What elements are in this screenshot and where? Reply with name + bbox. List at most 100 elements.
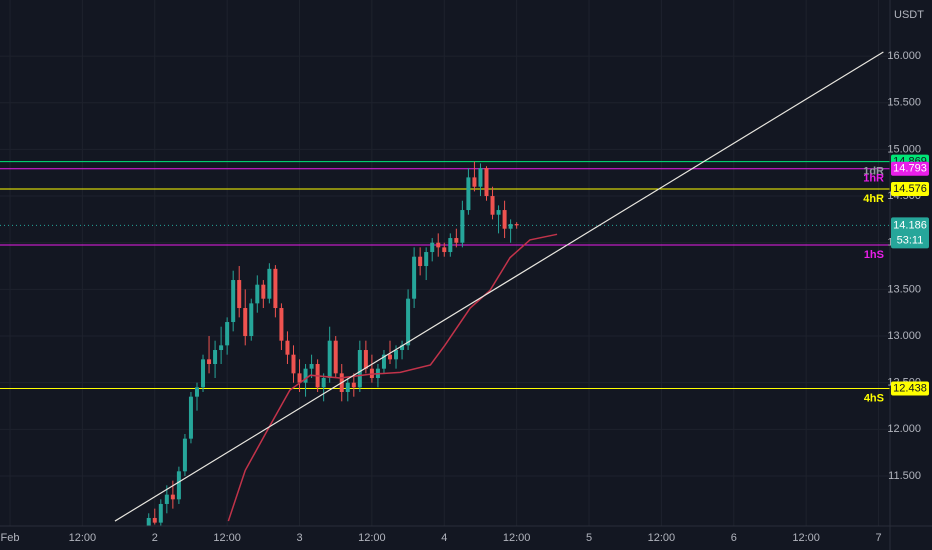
- candle-body: [237, 280, 242, 309]
- candle-body: [351, 382, 356, 388]
- level-badge: [891, 181, 929, 196]
- x-tick-label: 12:00: [648, 532, 676, 544]
- currency: USDT: [894, 9, 924, 21]
- last-price-badge: [891, 217, 929, 249]
- candle-body: [460, 210, 465, 243]
- candle-body: [333, 340, 338, 374]
- x-tick-label: 12:00: [69, 532, 97, 544]
- level-tag: 4hS: [864, 392, 884, 404]
- plot: [0, 51, 890, 526]
- candle-body: [508, 224, 513, 229]
- candle-body: [194, 387, 199, 397]
- candle-body: [406, 298, 411, 346]
- candle-body: [201, 359, 206, 388]
- candle-body: [400, 345, 405, 351]
- x-tick-label: 2: [152, 532, 158, 544]
- candle-body: [267, 268, 272, 299]
- candle-body: [478, 168, 483, 187]
- candle-body: [321, 378, 326, 388]
- candle-body: [273, 268, 278, 309]
- level-tag: 1hS: [864, 249, 884, 261]
- candle-body: [207, 359, 212, 365]
- candle-body: [514, 224, 519, 226]
- candle-body: [363, 350, 368, 369]
- y-tick-label: 16.000: [887, 50, 921, 62]
- x-tick-label: 7: [875, 532, 881, 544]
- candle-body: [369, 368, 374, 379]
- candle-body: [387, 354, 392, 360]
- level-tag: 4hR: [863, 193, 884, 205]
- candle-body: [255, 284, 260, 304]
- candle-body: [219, 345, 224, 351]
- level-badge-label: 14.576: [893, 183, 927, 195]
- candle-body: [454, 238, 459, 243]
- grid: [0, 0, 890, 526]
- level-tag: 1dR: [863, 166, 884, 178]
- last-price-label: 14.186: [893, 219, 927, 231]
- moving-average: [227, 233, 558, 522]
- candle-body: [424, 252, 429, 267]
- x-tick-label: 12:00: [792, 532, 820, 544]
- candle-body: [345, 382, 350, 393]
- candle-body: [146, 517, 151, 526]
- x-tick-label: 3: [296, 532, 302, 544]
- candle-body: [297, 373, 302, 383]
- y-tick-label: 13.000: [887, 330, 921, 342]
- candle-body: [291, 354, 296, 374]
- candle-body: [188, 396, 193, 439]
- candle-body: [303, 368, 308, 383]
- y-tick-label: 15.500: [887, 97, 921, 109]
- candle-body: [182, 438, 187, 472]
- x-tick-label: 12:00: [213, 532, 241, 544]
- candle-body: [279, 308, 284, 341]
- candle-body: [213, 350, 218, 365]
- candle-body: [418, 256, 423, 267]
- x-tick-label: 12:00: [503, 532, 531, 544]
- candle-body: [231, 280, 236, 323]
- candle-body: [412, 256, 417, 299]
- candle-body: [394, 350, 399, 360]
- candle-body: [442, 247, 447, 253]
- y-tick-label: 11.500: [888, 470, 921, 482]
- x-tick-label: Feb: [1, 532, 20, 544]
- candle-body: [225, 322, 230, 346]
- x-tick-label: 5: [586, 532, 592, 544]
- candle-body: [357, 350, 362, 388]
- candle-body: [261, 284, 266, 299]
- candle-body: [472, 177, 477, 187]
- countdown: 53:11: [897, 234, 924, 246]
- candle-body: [466, 177, 471, 211]
- candle-body: [164, 494, 169, 504]
- axes: 11.50012.00012.50013.00013.50014.00014.5…: [1, 50, 929, 544]
- candle-body: [502, 210, 507, 229]
- candle-body: [309, 364, 314, 369]
- x-tick-label: 6: [731, 532, 737, 544]
- x-tick-label: 12:00: [358, 532, 386, 544]
- candle-body: [243, 308, 248, 337]
- candle-body: [152, 517, 157, 523]
- level-badge-label: 14.793: [893, 163, 927, 175]
- candle-body: [381, 354, 386, 369]
- level-badge: [891, 381, 929, 396]
- candle-body: [448, 238, 453, 253]
- candle-body: [158, 503, 163, 523]
- trendline: [114, 51, 884, 522]
- candle-body: [496, 210, 501, 215]
- level-badge-label: 12.438: [893, 382, 927, 394]
- x-tick-label: 4: [441, 532, 447, 544]
- candle-body: [490, 196, 495, 215]
- candle-body: [436, 242, 441, 248]
- y-tick-label: 12.000: [887, 423, 921, 435]
- candle-body: [249, 303, 254, 337]
- candle-body: [176, 471, 181, 500]
- candle-body: [327, 340, 332, 379]
- candle-body: [430, 242, 435, 253]
- candle-body: [170, 494, 175, 500]
- candle-body: [285, 340, 290, 355]
- level-tag: 1hR: [863, 173, 884, 185]
- y-tick-label: 15.000: [887, 143, 921, 155]
- y-tick-label: 13.500: [887, 283, 921, 295]
